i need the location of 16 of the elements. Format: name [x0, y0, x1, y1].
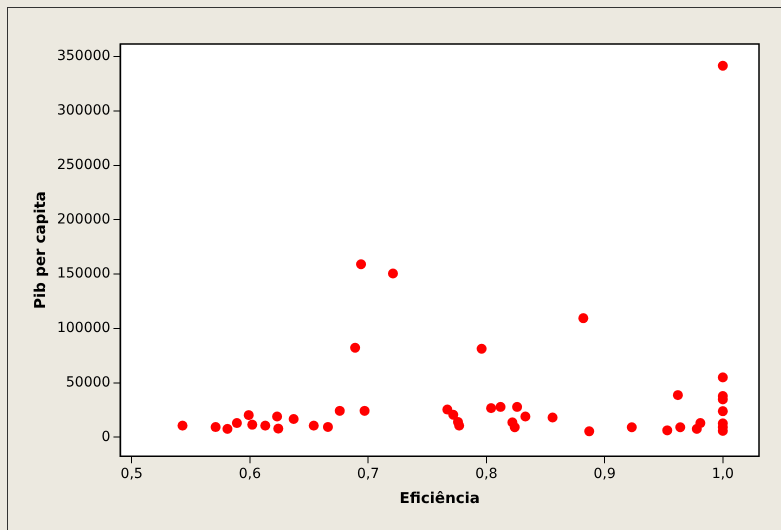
y-tick-label: 200000 — [56, 211, 110, 228]
x-tick-label: 0,7 — [357, 466, 380, 482]
x-tick-label: 1,0 — [712, 466, 734, 482]
x-tick-label: 0,6 — [238, 466, 262, 482]
y-tick-label: 250000 — [56, 156, 110, 173]
y-tick-label: 350000 — [56, 48, 110, 64]
y-tick-label: 100000 — [56, 320, 110, 336]
y-axis-title: Pib per capita — [30, 191, 49, 310]
y-tick-label: 300000 — [56, 102, 110, 119]
x-tick-label: 0,8 — [475, 466, 498, 482]
x-tick-label: 0,5 — [120, 466, 143, 482]
y-tick-label: 150000 — [56, 266, 110, 282]
x-axis-title: Eficiência — [400, 488, 480, 507]
y-tick-label: 50000 — [66, 374, 110, 390]
x-tick-label: 0,9 — [593, 466, 616, 482]
y-tick-label: 0 — [102, 428, 110, 445]
